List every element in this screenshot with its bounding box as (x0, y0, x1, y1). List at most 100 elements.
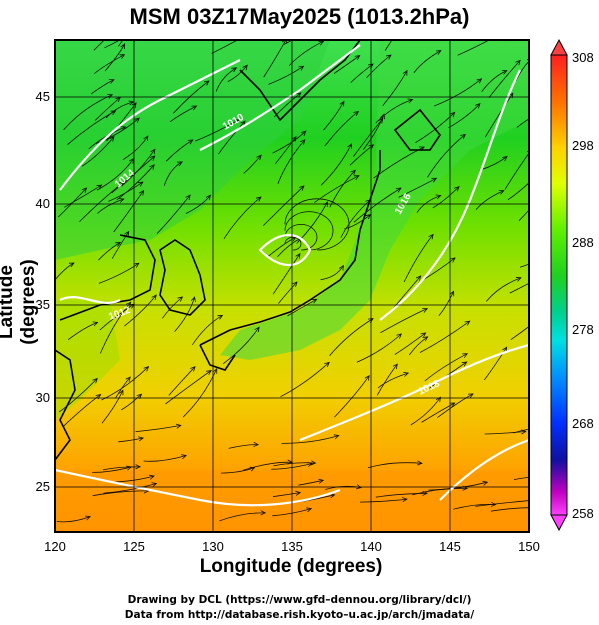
plot-area: 1014 1010 1012 1016 1018 (55, 3, 540, 532)
streamline-arrowhead (149, 474, 155, 480)
streamline-arrowhead (126, 301, 132, 308)
streamline (408, 336, 428, 356)
streamline (55, 262, 75, 280)
streamline (438, 291, 454, 317)
streamline (99, 303, 135, 331)
streamline-arrowhead (177, 296, 184, 302)
streamline-arrowhead (502, 346, 508, 353)
streamline-arrowhead (435, 50, 442, 55)
streamline-arrowhead (206, 369, 212, 375)
streamline (168, 366, 196, 396)
streamline (79, 181, 125, 222)
streamline (324, 111, 359, 147)
streamline (114, 376, 131, 399)
x-tick-label: 145 (439, 539, 461, 554)
map-figure: 1014 1010 1012 1016 1018 120 125 130 135… (36, 3, 594, 554)
streamline-arrowhead (515, 276, 522, 282)
streamline (185, 194, 211, 214)
streamline (428, 481, 488, 491)
streamline-arrowhead (108, 79, 115, 84)
streamline-arrowhead (242, 64, 248, 71)
streamline-arrowhead (306, 507, 313, 513)
streamline-arrowhead (402, 69, 408, 76)
y-tick-label: 25 (36, 479, 50, 494)
streamline-arrowhead (110, 110, 117, 116)
streamline-arrowhead (190, 296, 196, 303)
colorbar-tick-label: 308 (572, 50, 594, 65)
streamline-arrowhead (191, 105, 198, 111)
streamline (437, 393, 474, 418)
streamline-arrowhead (295, 92, 302, 98)
streamline-arrowhead (311, 298, 318, 304)
streamline (410, 397, 441, 426)
colorbar-tick-label: 268 (572, 416, 594, 431)
streamline (103, 483, 157, 494)
streamline (333, 55, 360, 74)
streamline-arrowhead (435, 396, 441, 403)
streamline-arrowhead (133, 262, 140, 268)
streamline-arrowhead (131, 102, 137, 108)
streamline-arrowhead (96, 184, 103, 190)
streamline (283, 40, 294, 45)
streamline (58, 187, 87, 218)
streamline (275, 136, 297, 164)
streamline (334, 375, 370, 418)
streamline (104, 43, 126, 72)
streamline-arrowhead (253, 441, 260, 447)
y-tick-label: 40 (36, 196, 50, 211)
x-tick-label: 135 (281, 539, 303, 554)
streamline (484, 431, 526, 435)
streamline-arrowhead (449, 111, 456, 118)
streamline-arrowhead (231, 67, 238, 73)
streamline-arrowhead (120, 126, 127, 131)
streamline-arrowhead (119, 54, 126, 59)
streamline-arrowhead (149, 164, 155, 170)
streamline (227, 64, 248, 82)
streamline-arrowhead (148, 3, 153, 8)
streamline-arrowhead (420, 332, 427, 338)
streamline-arrowhead (128, 13, 133, 18)
streamline-arrowhead (125, 376, 131, 382)
streamline-arrowhead (185, 194, 191, 201)
streamline (95, 117, 140, 144)
streamline (376, 363, 398, 396)
streamline-arrowhead (520, 429, 527, 435)
streamline (353, 187, 402, 223)
streamline (485, 277, 522, 302)
streamline (116, 164, 155, 201)
streamline (507, 182, 529, 201)
streamline (64, 184, 102, 208)
streamline (62, 394, 101, 428)
streamline-arrowhead (144, 21, 149, 26)
streamline-arrowhead (249, 466, 256, 472)
streamline (271, 463, 313, 470)
streamline-arrowhead (386, 54, 392, 60)
streamline-arrowhead (535, 172, 540, 177)
streamline (518, 209, 529, 221)
streamline (419, 320, 470, 353)
streamline-arrowhead (181, 454, 187, 460)
streamline-arrowhead (300, 139, 306, 145)
streamline-arrowhead (431, 177, 438, 183)
streamline-arrowhead (205, 194, 211, 201)
streamline-arrowhead (515, 59, 521, 66)
streamline (211, 40, 239, 54)
streamline (421, 402, 455, 423)
streamline-arrowhead (464, 320, 471, 326)
streamline-arrowhead (498, 190, 505, 195)
streamline (394, 332, 426, 355)
streamline-arrowhead (318, 478, 325, 484)
streamline (366, 54, 392, 78)
streamline-arrowhead (403, 371, 410, 377)
streamline (505, 40, 509, 42)
streamline (329, 318, 374, 357)
streamline (272, 492, 301, 498)
streamline-arrowhead (92, 321, 99, 327)
streamline (340, 199, 371, 238)
streamline (88, 126, 126, 150)
streamline-arrowhead (300, 130, 307, 136)
streamline (105, 101, 134, 119)
streamline (448, 103, 481, 129)
streamline (222, 326, 260, 365)
streamline-arrowhead (295, 252, 301, 259)
